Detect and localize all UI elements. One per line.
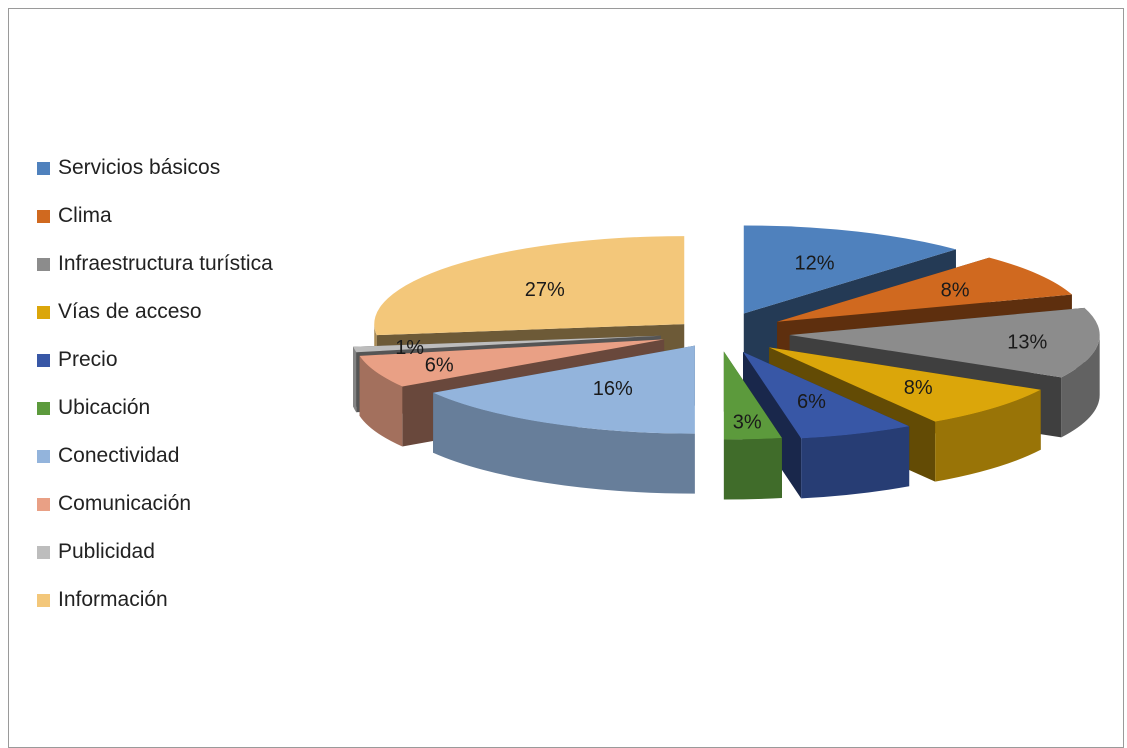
slice-top: [769, 347, 1041, 422]
slice-top: [743, 225, 956, 314]
legend-swatch: [37, 449, 50, 463]
slice-label: 8%: [904, 377, 933, 399]
slice-label: 6%: [797, 391, 826, 413]
slice-top: [777, 257, 1072, 322]
legend-label: Infraestructura turística: [58, 252, 273, 275]
legend-swatch: [37, 161, 50, 175]
legend-label: Ubicación: [58, 396, 151, 419]
legend-item: Publicidad: [37, 528, 273, 576]
slice-label: 1%: [395, 337, 424, 359]
legend-swatch: [37, 497, 50, 511]
slice-top: [374, 236, 685, 336]
legend-label: Vías de acceso: [58, 300, 202, 323]
legend-swatch: [37, 353, 50, 367]
slice-label: 3%: [733, 412, 762, 434]
slice-label: 27%: [525, 279, 565, 301]
slice-rim: [723, 437, 782, 500]
pie-slice: [433, 345, 695, 494]
slice-label: 13%: [1007, 331, 1047, 353]
slice-top: [433, 345, 695, 434]
legend-label: Precio: [58, 348, 118, 371]
slice-top: [789, 307, 1100, 378]
slice-rim: [353, 346, 357, 413]
legend-label: Clima: [58, 204, 112, 227]
legend-label: Comunicación: [58, 492, 192, 515]
slice-label: 12%: [795, 253, 835, 275]
slice-top: [353, 335, 661, 353]
legend-label: Publicidad: [58, 540, 155, 563]
slice-rim: [1061, 335, 1100, 438]
legend-swatch: [37, 545, 50, 559]
legend-item: Precio: [37, 336, 273, 384]
slice-label: 16%: [593, 378, 633, 400]
legend-swatch: [37, 401, 50, 415]
legend-label: Información: [58, 588, 168, 611]
pie-slice: [743, 351, 910, 499]
legend-label: Conectividad: [58, 444, 180, 467]
slice-rim: [433, 392, 695, 494]
slice-top: [743, 351, 910, 439]
legend-label: Servicios básicos: [58, 156, 221, 179]
slice-rim: [935, 389, 1041, 482]
legend-swatch: [37, 209, 50, 223]
slice-top: [359, 339, 665, 387]
legend-swatch: [37, 593, 50, 607]
slice-label: 6%: [425, 355, 454, 377]
legend-item: Vías de acceso: [37, 288, 273, 336]
pie-slice: [723, 351, 782, 500]
slice-rim: [801, 426, 910, 499]
legend-item: Ubicación: [37, 384, 273, 432]
legend-swatch: [37, 257, 50, 271]
legend: Servicios básicos Clima Infraestructura …: [37, 144, 273, 624]
legend-item: Información: [37, 576, 273, 624]
legend-item: Clima: [37, 192, 273, 240]
slice-rim: [359, 355, 403, 447]
legend-item: Infraestructura turística: [37, 240, 273, 288]
slice-top: [723, 351, 782, 440]
legend-swatch: [37, 305, 50, 319]
legend-item: Comunicación: [37, 480, 273, 528]
legend-item: Conectividad: [37, 432, 273, 480]
slice-label: 8%: [941, 280, 970, 302]
legend-item: Servicios básicos: [37, 144, 273, 192]
